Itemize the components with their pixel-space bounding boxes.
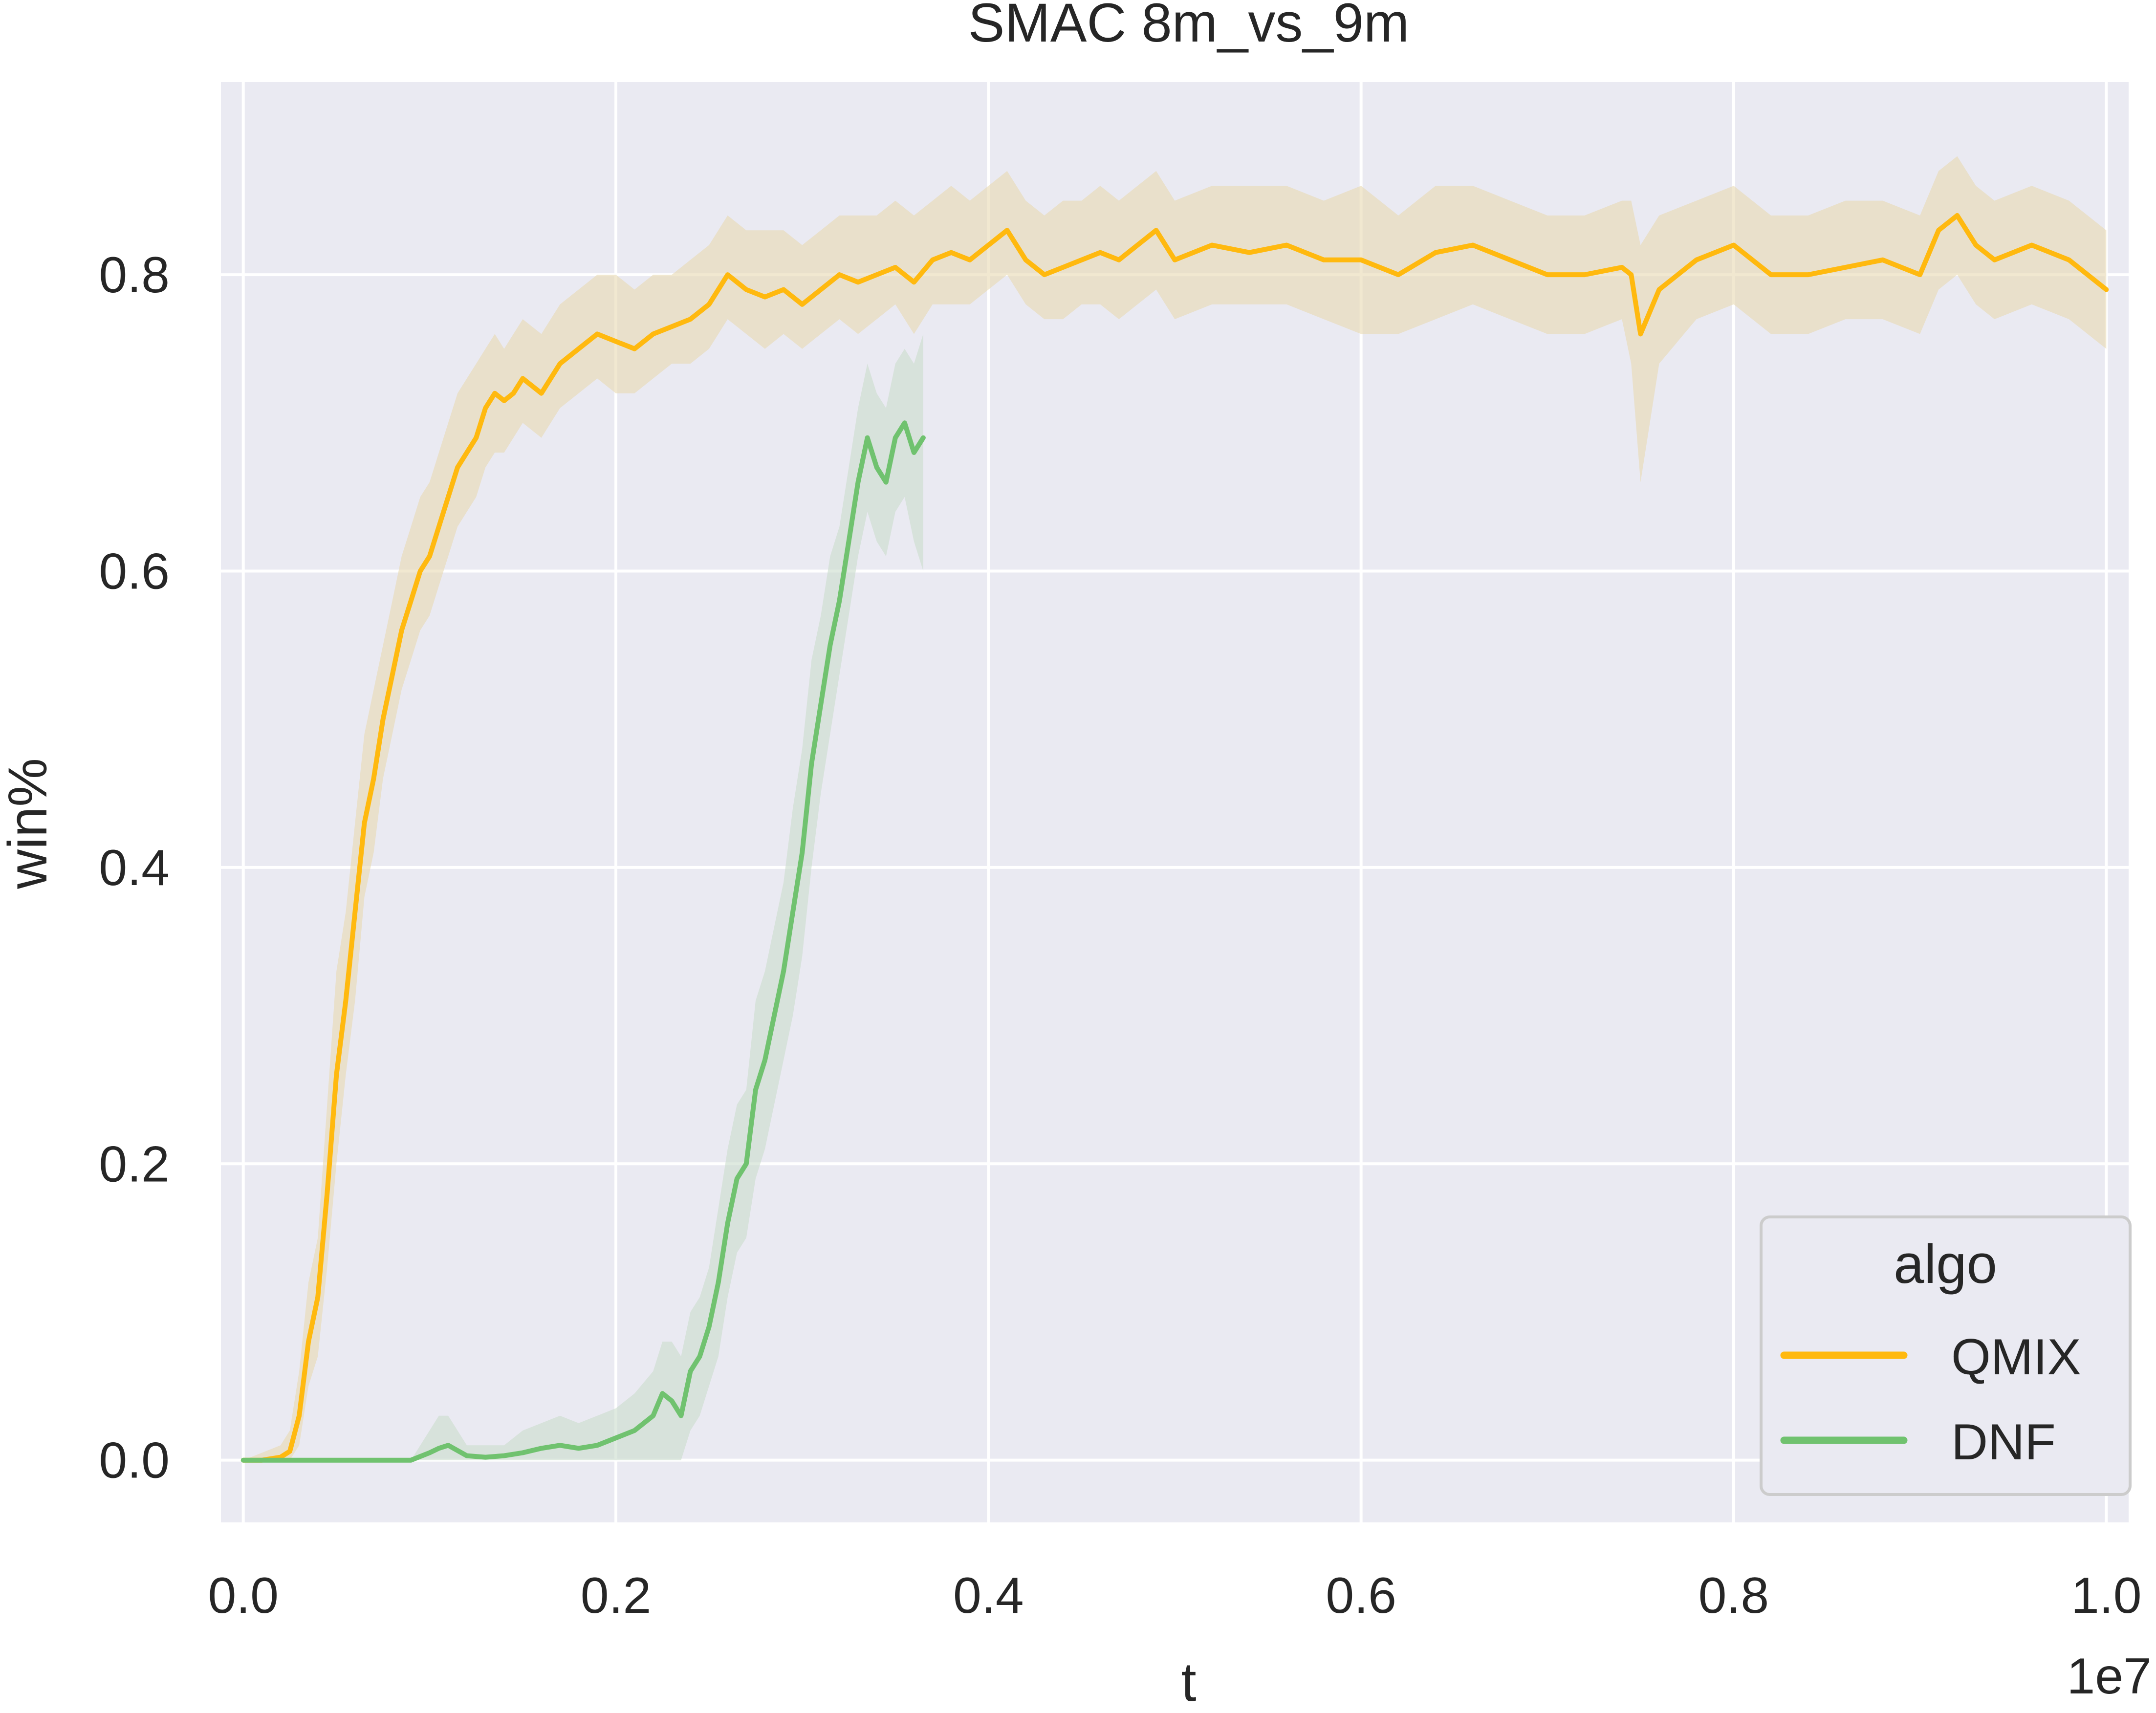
y-tick-labels: 0.0 0.2 0.4 0.6 0.8 bbox=[99, 247, 170, 1489]
series-line-dnf bbox=[240, 420, 926, 1463]
x-tick-label: 0.8 bbox=[1699, 1567, 1769, 1624]
legend-title: algo bbox=[1894, 1234, 1997, 1295]
y-axis-label: win% bbox=[0, 758, 58, 889]
series-line-qmix bbox=[240, 213, 2109, 1463]
x-tick-label: 0.2 bbox=[581, 1567, 652, 1624]
y-tick-label: 0.6 bbox=[99, 543, 170, 600]
x-tick-label: 1.0 bbox=[2071, 1567, 2142, 1624]
y-tick-label: 0.8 bbox=[99, 247, 170, 304]
legend: algo QMIX DNF bbox=[1760, 1215, 2132, 1496]
x-tick-label: 0.4 bbox=[953, 1567, 1024, 1624]
band-dnf bbox=[243, 334, 923, 1460]
chart-title: SMAC 8m_vs_9m bbox=[968, 0, 1409, 53]
y-tick-label: 0.0 bbox=[99, 1432, 170, 1489]
confidence-bands bbox=[243, 156, 2107, 1460]
x-axis-offset-label: 1e7 bbox=[2067, 1648, 2152, 1705]
x-tick-labels: 0.0 0.2 0.4 0.6 0.8 1.0 bbox=[208, 1567, 2141, 1624]
band-qmix bbox=[243, 156, 2107, 1460]
legend-label-dnf: DNF bbox=[1951, 1414, 2056, 1471]
y-tick-label: 0.2 bbox=[99, 1136, 170, 1193]
legend-label-qmix: QMIX bbox=[1951, 1329, 2081, 1386]
legend-box bbox=[1760, 1215, 2132, 1496]
x-axis-label: t bbox=[1181, 1651, 1196, 1713]
x-tick-label: 0.6 bbox=[1326, 1567, 1396, 1624]
x-tick-label: 0.0 bbox=[208, 1567, 279, 1624]
y-tick-label: 0.4 bbox=[99, 840, 170, 896]
series-lines bbox=[240, 213, 2109, 1463]
